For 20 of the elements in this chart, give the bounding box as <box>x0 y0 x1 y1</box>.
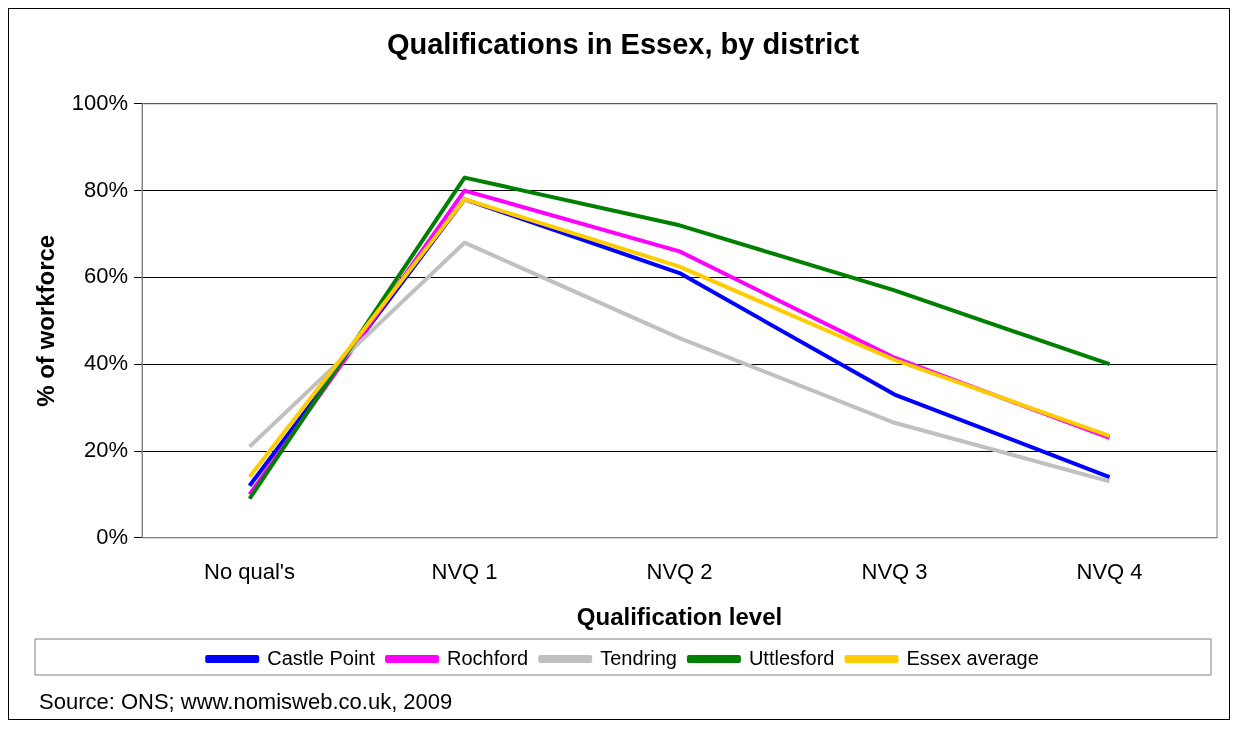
y-tick-label: 80% <box>84 176 129 202</box>
x-tick-label: NVQ 2 <box>646 559 713 585</box>
legend-label: Tendring <box>600 646 677 669</box>
y-tick-label: 0% <box>96 523 129 549</box>
legend-label: Uttlesford <box>748 646 835 669</box>
x-tick-label: NVQ 3 <box>861 559 928 585</box>
legend-label: Essex average <box>906 646 1039 669</box>
y-tick-label: 100% <box>71 89 129 115</box>
x-tick-label: NVQ 4 <box>1076 559 1143 585</box>
x-tick-label: No qual's <box>204 559 296 585</box>
x-axis-title: Qualification level <box>576 603 783 631</box>
y-tick-label: 60% <box>84 263 129 289</box>
y-tick-label: 20% <box>84 437 129 463</box>
chart-title: Qualifications in Essex, by district <box>386 28 860 61</box>
legend-label: Rochford <box>447 646 529 669</box>
legend-label: Castle Point <box>267 646 376 669</box>
y-tick-label: 40% <box>84 350 129 376</box>
source-note: Source: ONS; www.nomisweb.co.uk, 2009 <box>38 689 454 716</box>
y-axis-title: % of workforce <box>32 234 60 407</box>
x-tick-label: NVQ 1 <box>431 559 498 585</box>
